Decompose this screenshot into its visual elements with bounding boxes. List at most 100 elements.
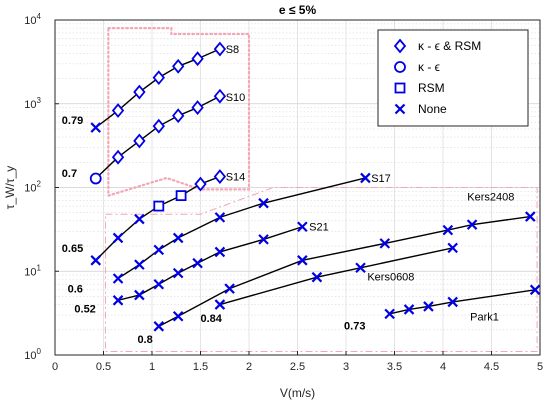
marker-diamond [213,169,227,184]
marker-diamond [393,38,407,54]
marker-diamond [111,149,125,165]
legend-entry: κ - ϵ & RSM [393,38,481,54]
annotation-label: Park1 [470,311,499,323]
axis-ticks: 0 0.5 1 1.5 2 2.5 3 3.5 4 4.5 5 100 101 102 103 104 [24,12,543,373]
x-tick-label: 0 [52,361,58,373]
annotation-label: Kers0608 [367,272,414,284]
marker-diamond [191,100,204,115]
x-tick-label: 2 [246,361,252,373]
x-tick-label: 3 [343,361,349,373]
x-tick-label: 0.5 [96,361,111,373]
annotation-label: Kers2408 [467,192,514,204]
marker-x [90,255,102,266]
series-line [219,247,453,306]
series-2 [89,88,227,185]
marker-diamond [172,58,185,74]
annotation-label: S14 [226,172,246,184]
marker-x [112,232,124,244]
marker-diamond [191,51,204,67]
marker-circle [89,172,102,185]
marker-x [394,103,406,115]
marker-x [112,273,124,284]
marker-x [214,299,226,310]
series-3 [90,169,227,266]
legend-label: κ - ϵ & RSM [418,39,481,53]
marker-x [153,321,165,332]
legend-entry: None [394,102,447,116]
marker-x [192,257,203,269]
series-6 [153,211,536,332]
y-tick-label: 102 [24,180,41,195]
annotation-label: S17 [371,173,391,185]
marker-x [423,301,434,312]
marker-x [153,244,165,256]
marker-circle [394,61,406,73]
annotation-label: 0.8 [137,334,152,346]
marker-square [153,200,165,212]
annotations: S8 S10 S14 S17 S21 Kers2408 Kers0608 Park1 0.79 0… [62,44,515,346]
marker-x [360,172,371,184]
series-line [158,215,531,327]
marker-x [466,219,478,230]
y-tick-label: 100 [24,347,41,362]
marker-x [224,283,235,294]
marker-x [214,212,226,223]
annotation-label: S10 [226,92,246,104]
marker-x [134,259,145,270]
marker-diamond [194,176,207,192]
x-tick-label: 4 [440,361,446,373]
annotation-label: 0.73 [344,321,365,333]
marker-x [258,197,269,209]
series-group [89,41,541,332]
marker-square [175,190,187,202]
marker-x [355,262,366,274]
x-tick-label: 3.5 [387,361,402,373]
series-5 [112,221,308,306]
highlight-regions [104,27,538,353]
y-tick-label: 103 [24,96,41,111]
marker-diamond [133,133,146,149]
region-lower-outline [104,187,538,353]
marker-x [90,122,102,133]
legend: κ - ϵ & RSM κ - ϵ RSM None [377,29,529,127]
y-axis-label: τ_W/τ_y [3,166,17,210]
marker-x [134,289,145,301]
marker-x [297,221,308,233]
x-tick-label: 1 [149,361,155,373]
annotation-label: 0.65 [62,243,83,255]
annotation-label: 0.52 [74,303,95,315]
annotation-label: 0.6 [68,284,83,296]
region-upper-outline [107,27,251,198]
legend-entry: κ - ϵ [394,60,440,74]
marker-diamond [172,108,185,124]
legend-label: None [418,102,447,116]
annotation-label: 0.84 [201,313,223,325]
marker-diamond [152,70,165,86]
marker-diamond [213,88,227,104]
marker-diamond [133,84,146,100]
marker-x [172,267,184,279]
marker-x [112,295,124,306]
marker-x [447,296,458,308]
marker-x [529,284,541,296]
x-tick-label: 4.5 [484,361,499,373]
marker-x [447,242,458,254]
marker-x [214,246,226,258]
series-7 [214,242,458,310]
y-tick-label: 101 [24,263,41,278]
series-1 [90,41,227,133]
marker-diamond [111,103,125,118]
annotation-label: 0.7 [62,168,77,180]
marker-square [394,82,406,94]
x-tick-label: 5 [537,361,543,373]
marker-x [403,304,415,315]
marker-x [442,224,454,236]
marker-x [134,213,145,225]
legend-label: RSM [418,81,445,95]
marker-x [379,238,391,249]
marker-x [297,255,308,266]
legend-label: κ - ϵ [418,60,440,74]
series-8 [384,284,541,320]
annotation-label: 0.79 [62,115,83,127]
